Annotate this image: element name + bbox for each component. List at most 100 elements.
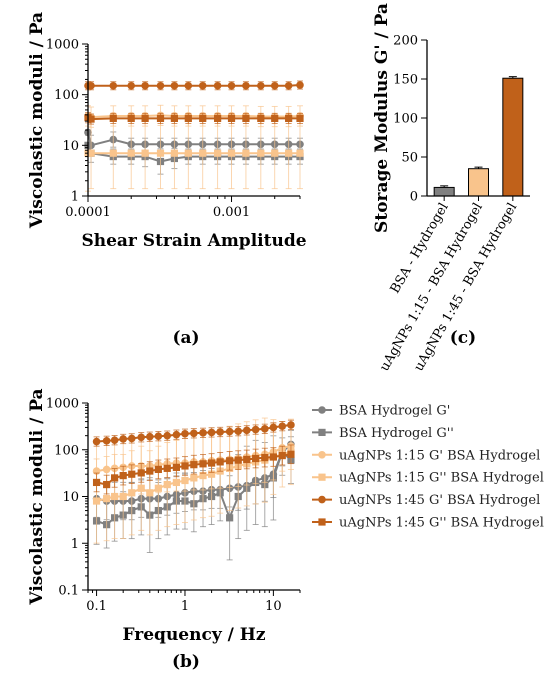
chart-a-data-point	[296, 114, 304, 123]
panel-label-b: (b)	[172, 652, 200, 672]
chart-c-bar	[433, 186, 455, 197]
chart-c-y-tick-label: 150	[393, 73, 418, 88]
legend-swatch-marker	[318, 451, 326, 459]
legend-swatch-marker	[318, 495, 326, 504]
chart-b-data-point	[242, 426, 251, 435]
chart-a-series-5	[84, 112, 304, 125]
chart-b-data-point	[137, 469, 145, 477]
legend-swatch-marker	[318, 428, 326, 436]
chart-b-x-tick-label: 1	[181, 599, 189, 614]
chart-a-data-point	[284, 81, 293, 90]
chart-b-data-point	[103, 480, 111, 489]
chart-b-data-point	[199, 471, 207, 480]
chart-a-data-point	[109, 114, 117, 123]
chart-b-data-point	[190, 429, 198, 438]
chart-b-data-point	[92, 478, 101, 487]
chart-b-data-point	[137, 484, 145, 492]
chart-b-data-point	[172, 478, 181, 487]
chart-a-data-point	[271, 114, 279, 123]
chart-b-data-point	[145, 432, 154, 441]
chart-a-data-point	[257, 81, 265, 90]
chart-b-data-point	[269, 423, 278, 432]
chart-a-data-point	[127, 114, 135, 123]
chart-a-data-point	[170, 81, 179, 90]
chart-a-series-line	[87, 114, 301, 119]
legend-item-2: uAgNPs 1:15 G' BSA Hydrogel	[312, 448, 540, 463]
chart-a-data-point	[227, 81, 236, 90]
chart-b-data-point	[146, 489, 154, 497]
chart-b-y-axis-title: Viscolastic moduli / Pa	[27, 388, 47, 605]
chart-b-data-point	[92, 497, 101, 505]
chart-a-series-4	[84, 80, 304, 91]
chart-a-data-point	[271, 149, 279, 157]
chart-c-y-tick-label: 50	[401, 151, 418, 166]
legend-swatch-marker	[318, 473, 326, 481]
chart-b-series-5	[92, 444, 295, 495]
chart-b-data-point	[154, 484, 162, 492]
chart-b-data-point	[226, 457, 234, 465]
chart-b-y-tick-label: 0.1	[58, 584, 79, 599]
chart-a-data-point	[257, 114, 265, 123]
legend-label: BSA Hydrogel G'	[339, 404, 450, 419]
chart-a-strain-sweep: 1 10 100 1000 0.0001 0.001 Shear Strain Amplit…	[27, 12, 307, 251]
chart-b-data-point	[181, 429, 189, 438]
chart-b-data-point	[181, 476, 189, 485]
chart-b-y-tick-label: 10	[62, 490, 79, 505]
chart-b-data-point	[146, 467, 154, 475]
chart-b-data-point	[261, 453, 269, 462]
chart-b-data-point	[225, 427, 234, 436]
legend-item-5: uAgNPs 1:45 G'' BSA Hydrogel	[312, 516, 544, 531]
chart-a-data-point	[214, 114, 222, 123]
chart-b-data-point	[163, 464, 171, 472]
chart-a-data-point	[214, 149, 222, 157]
chart-a-series-2	[84, 104, 304, 128]
legend-item-1: BSA Hydrogel G''	[312, 426, 454, 441]
chart-a-data-point	[257, 149, 265, 157]
chart-b-x-tick-label: 10	[265, 599, 282, 614]
chart-b-x-tick-label: 0.1	[86, 599, 107, 614]
chart-a-x-tick-label: 0.0001	[65, 205, 111, 220]
chart-a-x-axis-title: Shear Strain Amplitude	[81, 231, 306, 251]
chart-b-data-point	[261, 425, 269, 433]
chart-b-frequency-sweep: 0.1 1 10 100 1000 0.1 1 10 Frequency / Hz Viscola…	[27, 388, 301, 645]
panel-label-c: (c)	[450, 328, 476, 348]
chart-a-data-point	[141, 149, 149, 157]
chart-a-data-point	[170, 149, 179, 157]
chart-b-data-point	[128, 489, 136, 497]
chart-a-y-tick-label: 10	[62, 139, 79, 154]
chart-b-data-point	[172, 463, 181, 471]
chart-b-data-point	[181, 462, 189, 470]
chart-b-data-point	[234, 427, 243, 435]
chart-b-y-tick-label: 100	[54, 443, 79, 458]
chart-b-data-point	[207, 470, 216, 478]
chart-b-data-point	[154, 432, 163, 440]
legend-item-3: uAgNPs 1:15 G'' BSA Hydrogel	[312, 471, 544, 486]
chart-a-data-point	[285, 114, 293, 123]
chart-a-data-point	[87, 149, 95, 157]
chart-b-data-point	[127, 434, 136, 443]
chart-a-data-point	[109, 149, 117, 157]
legend-item-4: uAgNPs 1:45 G' BSA Hydrogel	[312, 493, 540, 508]
chart-a-data-point	[270, 81, 279, 90]
chart-b-data-point	[111, 492, 119, 501]
chart-b-data-point	[234, 456, 242, 464]
chart-b-data-point	[110, 436, 119, 445]
chart-a-data-point	[213, 81, 222, 90]
chart-a-data-point	[127, 81, 136, 90]
legend-label: BSA Hydrogel G''	[339, 426, 454, 441]
chart-b-x-axis-title: Frequency / Hz	[123, 625, 266, 645]
chart-c-y-tick-label: 0	[410, 190, 418, 205]
chart-a-series-3	[84, 114, 304, 192]
chart-a-series-line	[87, 116, 300, 121]
chart-b-data-point	[243, 455, 251, 464]
chart-c-bar	[468, 168, 489, 197]
legend-swatch-marker	[318, 518, 326, 526]
chart-b-data-point	[278, 422, 287, 430]
chart-a-data-point	[242, 149, 250, 157]
chart-b-y-tick-label: 1000	[46, 397, 79, 412]
chart-b-data-point	[119, 492, 127, 501]
legend: BSA Hydrogel G' BSA Hydrogel G'' uAgNPs 1:…	[312, 404, 544, 531]
chart-b-y-tick-label: 1	[71, 537, 79, 552]
